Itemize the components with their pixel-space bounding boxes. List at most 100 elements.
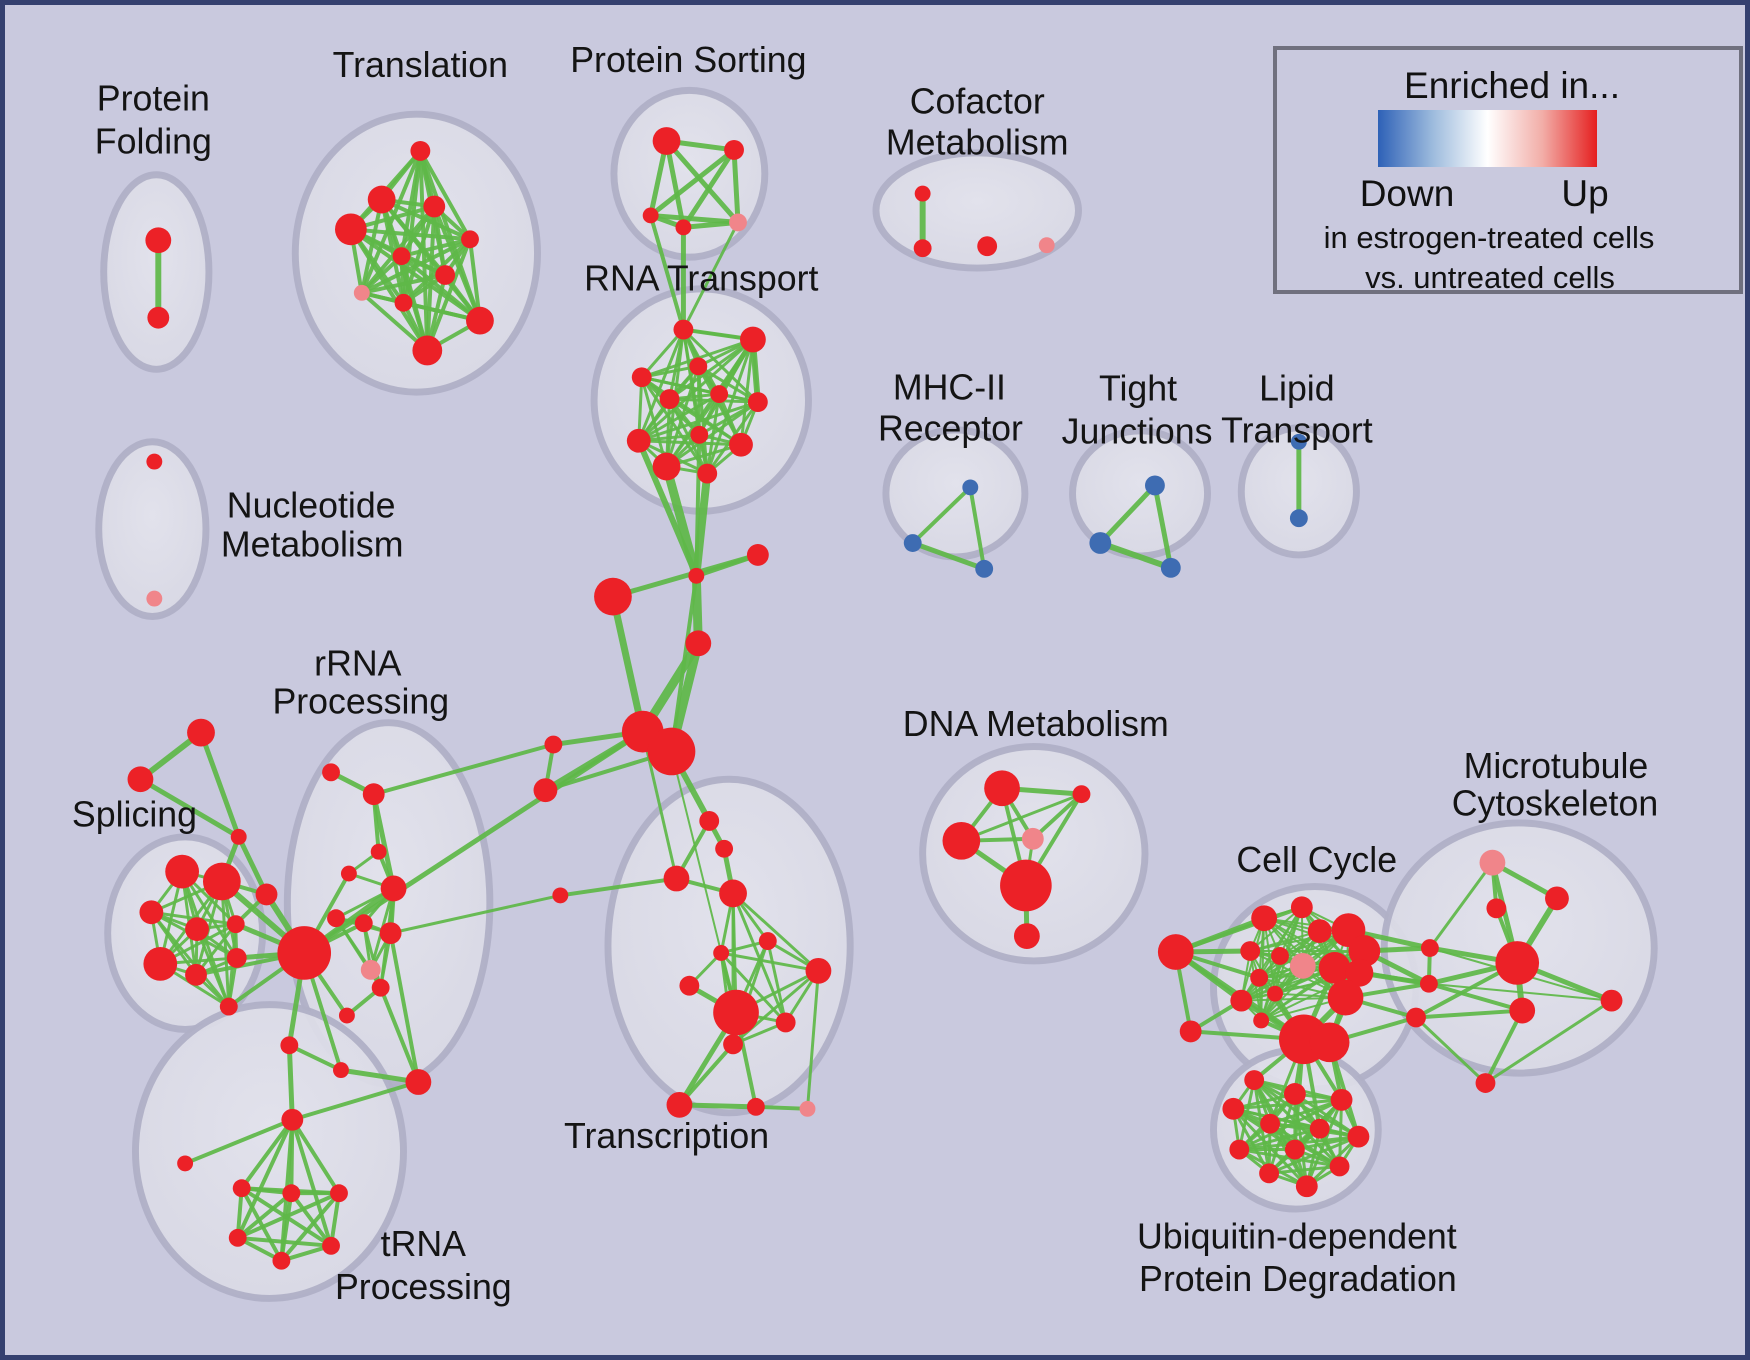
edge-r7-r9 (665, 400, 760, 469)
edge-b1-th (286, 1042, 295, 1123)
cluster-label-tight-junctions-line1: Tight (1099, 369, 1177, 409)
edge-t5-t6 (399, 237, 472, 259)
cluster-ellipse-dna-metabolism (919, 743, 1149, 965)
edge-mt7-mt8 (1483, 1008, 1525, 1085)
gene-set-node-stb (127, 766, 154, 793)
edge-sp3-sp9 (149, 910, 231, 1009)
edge-r10-j1 (694, 432, 702, 578)
edge-mt8-br3 (1414, 1016, 1487, 1085)
gene-set-node-u11 (1329, 1156, 1350, 1177)
cluster-label-tight-junctions-line2: Junctions (1062, 411, 1213, 451)
edge-m1-m2 (910, 485, 973, 545)
gene-set-node-cc2 (1290, 896, 1313, 919)
gene-set-node-ccl2 (1179, 1020, 1202, 1043)
edge-u8-u11 (1237, 1148, 1342, 1168)
gene-set-node-l1 (1290, 433, 1307, 450)
gene-set-node-r6 (710, 385, 729, 404)
edge-m2-m3 (910, 540, 987, 572)
gene-set-node-tx1 (699, 811, 720, 831)
gene-set-node-t9 (394, 293, 413, 312)
gene-set-node-r7 (747, 392, 768, 412)
gene-set-node-t4 (335, 213, 367, 246)
gene-set-node-tj1 (1145, 475, 1165, 496)
cluster-ellipse-transcription (604, 775, 854, 1117)
edge-sta-stc (198, 730, 242, 840)
edge-br3-mt7 (1414, 1008, 1525, 1020)
edge-t6-t8 (359, 254, 404, 295)
gene-set-node-u8 (1229, 1139, 1250, 1160)
gene-set-node-sp10 (255, 883, 278, 906)
gene-set-node-cc10 (1318, 951, 1351, 984)
gene-set-node-sp1 (165, 854, 200, 889)
gene-set-node-pf1 (145, 227, 172, 254)
legend-caption-line1: in estrogen-treated cells (1323, 220, 1655, 255)
gene-set-node-r5 (659, 389, 680, 410)
legend-title: Enriched in... (1404, 65, 1620, 106)
gene-set-node-u10 (1259, 1163, 1280, 1184)
gene-set-node-ps1 (652, 127, 681, 155)
edge-r1-r7 (681, 328, 760, 404)
gene-set-node-rr11 (338, 1007, 355, 1024)
gene-set-node-tx7 (805, 957, 832, 984)
gene-set-node-t5 (461, 230, 479, 249)
cluster-label-nucleotide-metabolism-line2: Metabolism (221, 524, 404, 564)
cluster-label-microtubule-cytoskeleton-line1: Microtubule (1464, 746, 1649, 786)
gene-set-node-tr5 (322, 1236, 340, 1255)
gene-set-node-rr2 (362, 783, 385, 806)
gene-set-node-rr3 (370, 843, 387, 860)
gene-set-node-u7 (1347, 1125, 1370, 1148)
gene-set-node-t3 (423, 195, 446, 218)
edge-tx7-tx14 (806, 969, 820, 1111)
gene-set-node-u3 (1330, 1088, 1353, 1111)
gene-set-node-tr2 (282, 1184, 301, 1203)
gene-set-node-rr4 (340, 865, 357, 882)
gene-set-node-mt1 (1479, 849, 1506, 876)
cluster-label-splicing-line1: Splicing (72, 794, 197, 834)
edge-tx5-tx7 (719, 951, 820, 973)
cluster-label-translation-line1: Translation (333, 45, 508, 85)
nodes (127, 127, 1623, 1270)
edge-u3-u4 (1231, 1098, 1344, 1111)
gene-set-node-t1 (410, 140, 431, 161)
gene-set-node-cc13 (1267, 985, 1283, 1002)
gene-set-node-d2 (1072, 785, 1091, 804)
gene-set-node-sp9 (219, 997, 238, 1016)
edge-r2-r12 (739, 338, 755, 447)
edge-tj2-tj3 (1097, 540, 1174, 571)
gene-set-node-tx4 (719, 879, 747, 908)
edge-jl-jr (610, 552, 761, 600)
gene-set-node-t11 (412, 335, 443, 366)
gene-set-node-c3 (977, 236, 998, 257)
cluster-label-microtubule-cytoskeleton-line2: Cytoskeleton (1452, 784, 1658, 824)
legend: Enriched in... Down Up in estrogen-treat… (1273, 46, 1743, 295)
edge-tj3-tj1 (1152, 482, 1174, 571)
edge-u7-u10 (1267, 1135, 1360, 1175)
edge-rr8-b3 (388, 931, 421, 1085)
gene-set-node-tr4 (228, 1228, 247, 1247)
gene-set-node-u1 (1244, 1070, 1265, 1090)
gene-set-node-cc14 (1327, 979, 1364, 1016)
cluster-label-rna-transport-line1: RNA Transport (584, 258, 818, 298)
gene-set-node-tx10 (775, 1012, 796, 1033)
edge-sp1-sp8 (180, 870, 239, 960)
edge-tj1-tj2 (1097, 482, 1158, 546)
gene-set-node-sp4 (185, 917, 209, 942)
cluster-label-rrna-processing-line1: rRNA (314, 644, 401, 684)
edge-br2-mt7 (1426, 981, 1525, 1013)
gene-set-node-sp8 (226, 948, 247, 968)
gene-set-node-rr5 (380, 875, 407, 902)
edge-cc10-cc12 (1240, 966, 1336, 1002)
edge-sl3-tx3 (558, 876, 679, 898)
gene-set-node-jr (746, 544, 769, 566)
gene-set-node-sl2 (533, 778, 558, 803)
edge-br1-mt1 (1428, 861, 1494, 950)
gene-set-node-mt2 (1545, 886, 1569, 911)
gene-set-node-c1 (914, 185, 931, 202)
edge-ps2-ps4 (680, 147, 737, 230)
edge-jl-ch1 (609, 593, 647, 736)
edge-ps2-ps5 (731, 147, 741, 225)
gene-set-node-tj3 (1160, 557, 1181, 578)
edge-b3-th (290, 1080, 421, 1122)
edge-rr8-sl3 (389, 893, 562, 935)
